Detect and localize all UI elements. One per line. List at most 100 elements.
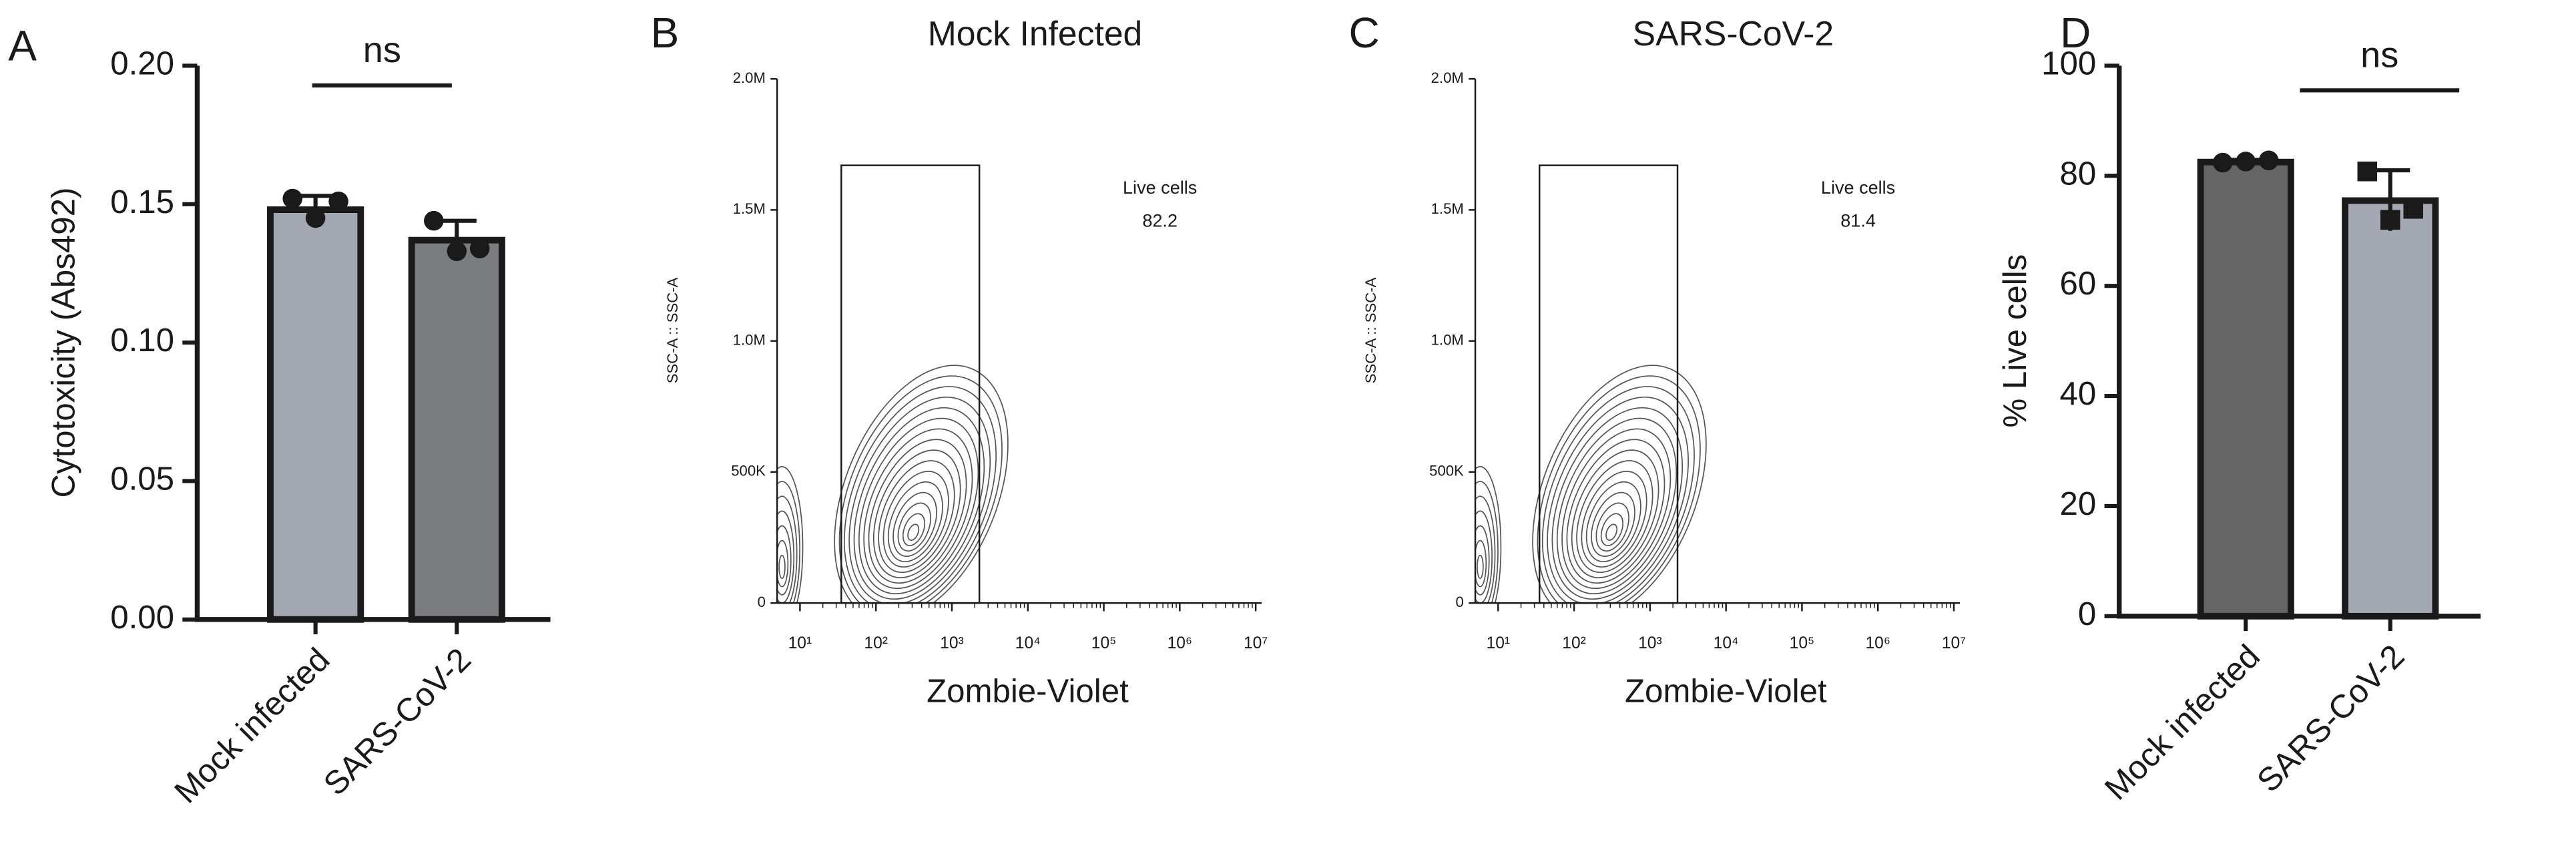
gate <box>1538 164 1679 604</box>
y-tick-label: 1.0M <box>733 331 766 348</box>
contour-line <box>777 481 800 604</box>
contour-line <box>1477 554 1484 580</box>
plot-title: Mock Infected <box>928 14 1143 53</box>
x-tick-label: 10² <box>864 634 888 652</box>
y-tick-label: 0.00 <box>110 599 174 636</box>
data-point <box>2380 210 2400 230</box>
y-tick-label: 100 <box>2041 45 2096 81</box>
contour-line <box>868 439 967 584</box>
contour-line <box>853 407 985 600</box>
contour-line <box>902 513 926 546</box>
x-tick-label: Mock infected <box>168 641 337 811</box>
y-tick-label: 0 <box>758 594 766 610</box>
contour-line <box>907 523 920 541</box>
contour-line <box>848 396 991 604</box>
x-tick-label: SARS-CoV-2 <box>316 641 478 803</box>
x-tick-label: 10¹ <box>1487 634 1511 652</box>
contour-line <box>1591 491 1635 558</box>
y-axis-label: Cytotoxicity (Abs492) <box>45 188 82 498</box>
contour-line <box>1475 525 1490 596</box>
contour-line <box>1566 439 1665 584</box>
contour-line <box>1547 396 1689 604</box>
x-tick-label: 10⁶ <box>1865 634 1890 652</box>
contour-line <box>1605 523 1618 541</box>
y-tick-label: 1.0M <box>1431 331 1464 348</box>
contour-line <box>1571 449 1659 579</box>
contour-line <box>892 491 937 558</box>
y-tick-label: 1.5M <box>1431 200 1464 217</box>
panel-label: A <box>8 22 37 70</box>
contour-line <box>863 428 973 590</box>
contour-line <box>778 554 786 580</box>
x-axis-label: Zombie-Violet <box>927 673 1129 710</box>
panel-label: B <box>651 9 680 57</box>
x-tick-label: 10⁷ <box>1244 634 1268 652</box>
y-axis-label: SSC-A :: SSC-A <box>664 277 681 383</box>
x-tick-label: 10⁵ <box>1091 634 1117 652</box>
y-tick-label: 60 <box>2060 265 2097 302</box>
contours <box>1475 365 1707 604</box>
contour-line <box>858 417 979 595</box>
plot-title: SARS-CoV-2 <box>1633 14 1834 53</box>
y-tick-label: 0.05 <box>110 460 174 497</box>
contour-line <box>834 365 1009 604</box>
x-tick-label: SARS-CoV-2 <box>2250 638 2412 799</box>
contour-line <box>1600 513 1623 546</box>
contour-line <box>897 502 932 552</box>
data-point <box>2236 152 2256 172</box>
contour-line <box>777 510 795 604</box>
contour-line <box>1541 386 1695 604</box>
contour-line <box>1551 407 1684 600</box>
bar <box>2197 158 2294 620</box>
contour-line <box>1581 471 1647 568</box>
gate-value: 82.2 <box>1142 210 1178 230</box>
y-tick-label: 0 <box>2078 596 2096 632</box>
data-point <box>424 210 444 231</box>
contour-line <box>777 525 792 596</box>
contour-line <box>777 466 804 604</box>
contour-line <box>1475 495 1496 604</box>
x-tick-label: 10⁶ <box>1168 634 1192 652</box>
y-tick-label: 20 <box>2060 485 2097 522</box>
panel-label: D <box>2060 9 2091 57</box>
x-axis-label: Zombie-Violet <box>1625 673 1827 710</box>
x-tick-label: 10¹ <box>788 634 812 652</box>
bar <box>2342 197 2439 620</box>
x-tick-label: 10⁴ <box>1015 634 1041 652</box>
contour-line <box>1532 365 1707 604</box>
data-point <box>447 241 467 262</box>
x-tick-label: 10⁵ <box>1790 634 1815 652</box>
contour-line <box>1576 460 1653 574</box>
x-tick-label: 10⁷ <box>1942 634 1966 652</box>
significance-label: ns <box>363 30 401 70</box>
data-point <box>282 188 302 209</box>
contour-line <box>1475 481 1499 604</box>
contour-line <box>882 471 949 568</box>
contour-line <box>1561 428 1671 590</box>
contour-line <box>1475 540 1487 588</box>
contour-line <box>1537 375 1701 604</box>
y-tick-label: 0 <box>1456 594 1464 610</box>
y-tick-label: 40 <box>2060 375 2097 412</box>
y-tick-label: 80 <box>2060 155 2097 192</box>
data-point <box>2403 199 2423 219</box>
contour-line <box>872 449 961 579</box>
x-tick-label: 10⁴ <box>1714 634 1739 652</box>
contour-line <box>887 481 943 563</box>
contour-line <box>1556 417 1678 595</box>
data-point <box>469 238 490 258</box>
y-tick-label: 2.0M <box>733 69 766 86</box>
y-tick-label: 500K <box>731 463 766 479</box>
data-point <box>328 191 348 212</box>
data-point <box>2357 161 2378 182</box>
contours <box>777 365 1009 604</box>
gate-name: Live cells <box>1123 177 1197 198</box>
y-axis-label: SSC-A :: SSC-A <box>1362 277 1379 383</box>
contour-line <box>777 495 798 604</box>
y-tick-label: 2.0M <box>1431 69 1464 86</box>
panel-label: C <box>1349 9 1380 57</box>
gate <box>840 164 981 604</box>
y-axis-label: % Live cells <box>1997 254 2033 428</box>
contour-line <box>1585 481 1641 563</box>
